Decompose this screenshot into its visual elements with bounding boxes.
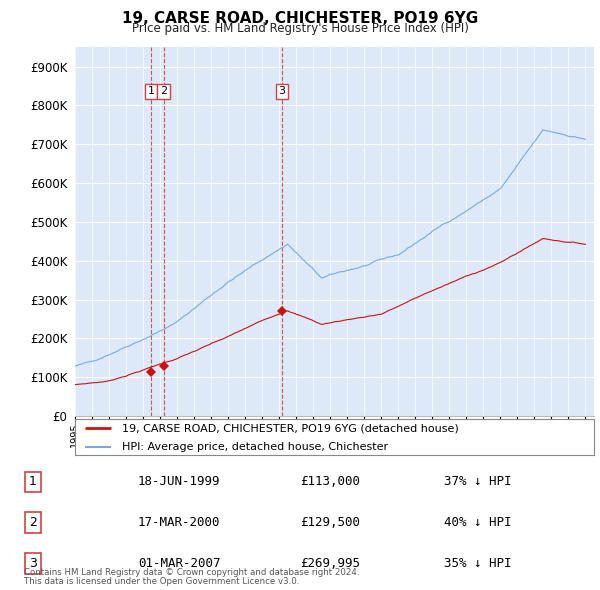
- Text: £129,500: £129,500: [300, 516, 360, 529]
- Text: Contains HM Land Registry data © Crown copyright and database right 2024.: Contains HM Land Registry data © Crown c…: [24, 568, 359, 577]
- Text: Price paid vs. HM Land Registry's House Price Index (HPI): Price paid vs. HM Land Registry's House …: [131, 22, 469, 35]
- Text: £269,995: £269,995: [300, 557, 360, 570]
- Text: 37% ↓ HPI: 37% ↓ HPI: [444, 476, 511, 489]
- Text: £113,000: £113,000: [300, 476, 360, 489]
- Text: 1: 1: [29, 476, 37, 489]
- Text: 3: 3: [278, 87, 286, 96]
- Text: 18-JUN-1999: 18-JUN-1999: [138, 476, 221, 489]
- Text: This data is licensed under the Open Government Licence v3.0.: This data is licensed under the Open Gov…: [24, 578, 299, 586]
- Text: 19, CARSE ROAD, CHICHESTER, PO19 6YG: 19, CARSE ROAD, CHICHESTER, PO19 6YG: [122, 11, 478, 25]
- Text: 2: 2: [29, 516, 37, 529]
- Text: 3: 3: [29, 557, 37, 570]
- Text: 1: 1: [148, 87, 154, 96]
- Text: 01-MAR-2007: 01-MAR-2007: [138, 557, 221, 570]
- Text: 19, CARSE ROAD, CHICHESTER, PO19 6YG (detached house): 19, CARSE ROAD, CHICHESTER, PO19 6YG (de…: [122, 423, 458, 433]
- Text: 2: 2: [160, 87, 167, 96]
- Text: HPI: Average price, detached house, Chichester: HPI: Average price, detached house, Chic…: [122, 442, 388, 453]
- Text: 35% ↓ HPI: 35% ↓ HPI: [444, 557, 511, 570]
- Text: 40% ↓ HPI: 40% ↓ HPI: [444, 516, 511, 529]
- Text: 17-MAR-2000: 17-MAR-2000: [138, 516, 221, 529]
